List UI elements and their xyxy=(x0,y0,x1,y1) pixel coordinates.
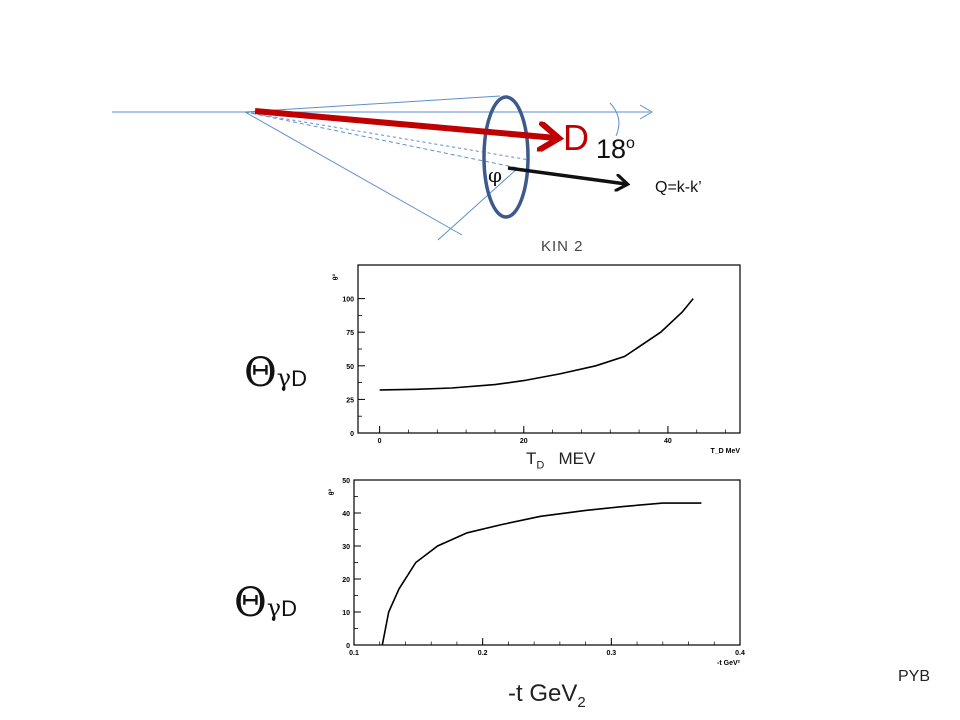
theta-label-top: ΘγD xyxy=(244,350,307,396)
gamma-symbol: γ xyxy=(266,594,282,622)
x-tick-label: 20 xyxy=(520,438,528,445)
gamma-symbol: γ xyxy=(276,364,292,392)
d-subscript: D xyxy=(281,596,298,621)
y-tick-label: 0 xyxy=(346,643,350,650)
x-tick-label: 40 xyxy=(664,438,672,445)
cone-line-lower xyxy=(244,111,463,236)
cone-line-mid xyxy=(244,111,519,169)
theta-symbol: Θ xyxy=(234,580,267,626)
x-axis-label: T_D MeV xyxy=(710,448,740,455)
y-tick-label: 50 xyxy=(342,478,350,485)
q-label: Q=k-k’ xyxy=(655,179,702,196)
y-axis-label: θ° xyxy=(332,274,340,281)
series-line xyxy=(379,298,694,391)
y-tick-label: 30 xyxy=(342,544,350,551)
y-tick-label: 75 xyxy=(346,330,354,337)
x-tick-label: 0.1 xyxy=(349,650,359,657)
td-axis-caption: TD MEV xyxy=(526,449,596,472)
plot-frame xyxy=(357,264,741,434)
deuteron-label: D xyxy=(563,117,589,158)
x-tick-label: 0.4 xyxy=(735,650,745,657)
theta-symbol: Θ xyxy=(244,350,277,396)
chart-theta-vs-td: 0 25 50 75 100 0 20 40 θ° T_D MeV xyxy=(332,264,741,455)
x-tick-label: 0.2 xyxy=(478,650,488,657)
axis-to-ring xyxy=(437,167,519,241)
x-axis-label: -t GeV² xyxy=(717,660,741,667)
q-arrow xyxy=(507,166,626,184)
y-tick-label: 50 xyxy=(346,364,354,371)
y-tick-label: 20 xyxy=(342,577,350,584)
kin-label: KIN 2 xyxy=(541,238,584,255)
y-axis-label: θ° xyxy=(328,489,336,496)
deuteron-arrow xyxy=(254,108,556,138)
t-axis-caption: -t GeV2 xyxy=(508,680,586,711)
angle-arc xyxy=(609,102,620,137)
kinematics-diagram: D 18o φ Q=k-k’ xyxy=(112,95,702,241)
x-tick-label: 0.3 xyxy=(606,650,616,657)
phi-label: φ xyxy=(488,163,502,187)
y-tick-label: 10 xyxy=(342,610,350,617)
beam-arrowhead xyxy=(639,104,653,120)
y-tick-label: 100 xyxy=(342,297,354,304)
y-tick-label: 0 xyxy=(350,431,354,438)
series-line xyxy=(381,502,702,646)
y-tick-label: 25 xyxy=(346,397,354,404)
cone-line-upper xyxy=(244,95,501,113)
credit-label: PYB xyxy=(898,668,931,685)
plot-frame xyxy=(353,479,741,646)
theta-label-bottom: ΘγD xyxy=(234,580,297,626)
y-tick-label: 40 xyxy=(342,511,350,518)
azimuth-ring xyxy=(482,95,530,219)
chart-theta-vs-t: 0 10 20 30 40 50 0.1 0.2 0.3 0.4 θ° -t GeV² xyxy=(328,478,745,667)
d-subscript: D xyxy=(291,366,308,391)
x-tick-label: 0 xyxy=(378,438,382,445)
angle-label: 18o xyxy=(596,134,635,164)
